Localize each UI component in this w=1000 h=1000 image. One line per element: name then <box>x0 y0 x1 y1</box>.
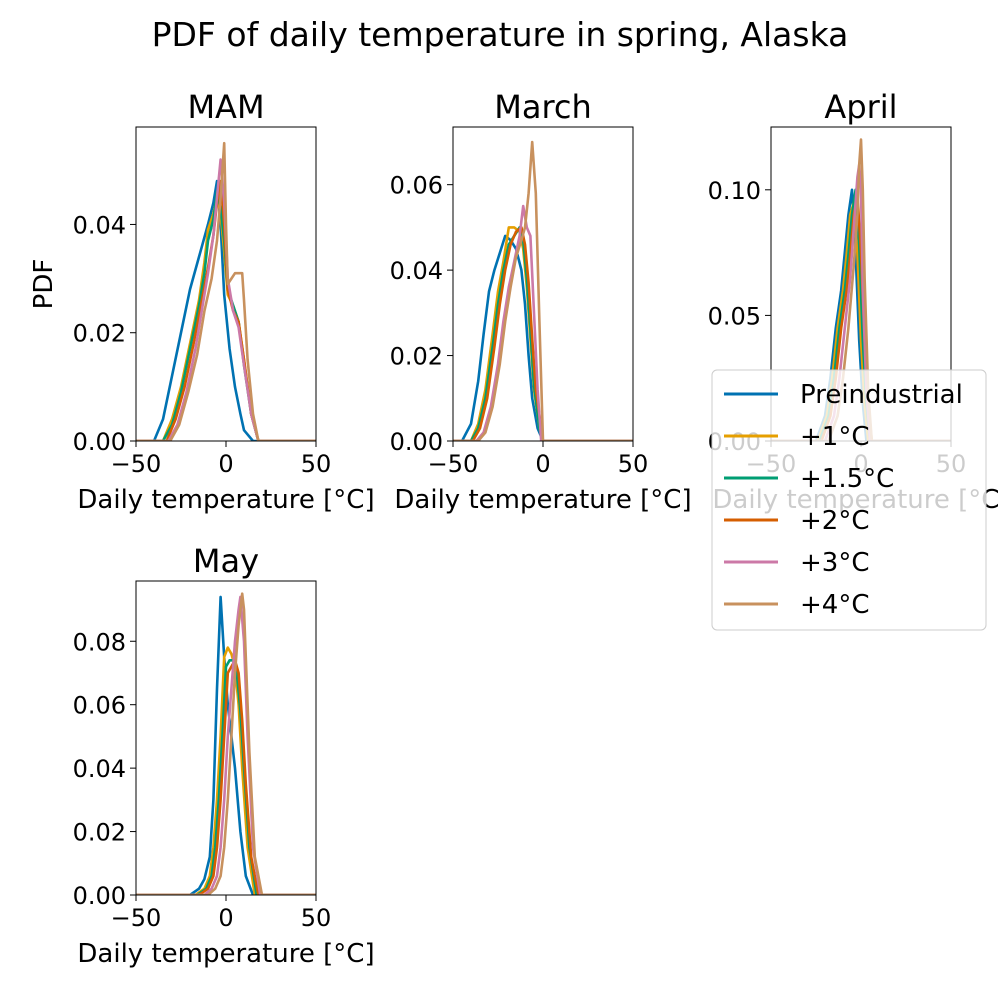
march-line-plus-3-c <box>453 204 633 441</box>
mam-line-preindustrial <box>136 179 316 441</box>
mam-line-plus-4-c <box>136 141 316 441</box>
mam-ytick-label: 0.04 <box>73 211 126 239</box>
may-line-plus-3-c <box>136 595 316 895</box>
march-ytick-label: 0.00 <box>390 428 443 456</box>
legend-label: +4°C <box>800 590 869 620</box>
march-ytick-label: 0.02 <box>390 343 443 371</box>
may-xtick-label: 50 <box>301 904 332 932</box>
mam-xtick-label: −50 <box>111 450 162 478</box>
may-axes-frame <box>135 580 317 896</box>
legend: Preindustrial +1°C +1.5°C +2°C +3°C +4°C <box>711 369 987 631</box>
may-xtick-label: 0 <box>218 904 233 932</box>
may-ytick-label: 0.06 <box>73 692 126 720</box>
legend-entry: +1.5°C <box>724 464 894 494</box>
panel-may: May −50 0 50 0.00 0.02 0.04 0.06 0.08 Daily tempe… <box>73 542 375 969</box>
mam-xtick-label: 0 <box>218 450 233 478</box>
may-ytick-label: 0.00 <box>73 882 126 910</box>
legend-entry: +2°C <box>724 506 869 536</box>
legend-label: +2°C <box>800 506 869 536</box>
may-line-plus-2-c <box>136 658 316 895</box>
may-series <box>136 592 316 895</box>
march-axes-frame <box>452 126 634 442</box>
march-xlabel: Daily temperature [°C] <box>394 485 691 515</box>
march-title: March <box>494 88 592 126</box>
legend-box <box>711 369 987 631</box>
may-line-plus-1-c <box>136 646 316 895</box>
mam-line-plus-3-c <box>136 158 316 441</box>
march-xtick-label: 0 <box>535 450 550 478</box>
march-line-plus-4-c <box>453 140 633 441</box>
mam-xlabel: Daily temperature [°C] <box>77 485 374 515</box>
march-xtick-label: −50 <box>428 450 479 478</box>
legend-label: +3°C <box>800 548 869 578</box>
may-line-preindustrial <box>136 595 316 895</box>
legend-entry: +1°C <box>724 422 869 452</box>
april-ytick-label: 0.10 <box>708 177 761 205</box>
legend-entry: Preindustrial <box>724 380 963 410</box>
mam-series <box>136 141 316 441</box>
may-ytick-label: 0.02 <box>73 819 126 847</box>
may-ytick-label: 0.04 <box>73 755 126 783</box>
mam-xtick-label: 50 <box>301 450 332 478</box>
legend-entry: +3°C <box>724 548 869 578</box>
mam-title: MAM <box>187 88 264 126</box>
march-xtick-label: 50 <box>618 450 649 478</box>
panels: MAM −50 0 50 0.00 0.02 0.04 Daily temperature [… <box>29 88 1000 969</box>
legend-label: +1°C <box>800 422 869 452</box>
panel-mam: MAM −50 0 50 0.00 0.02 0.04 Daily temperature [… <box>29 88 375 515</box>
legend-label: +1.5°C <box>800 464 894 494</box>
may-line-plus-4-c <box>136 592 316 895</box>
march-ytick-label: 0.04 <box>390 257 443 285</box>
figure-title: PDF of daily temperature in spring, Alas… <box>152 15 849 54</box>
may-title: May <box>193 542 259 580</box>
mam-ytick-label: 0.02 <box>73 320 126 348</box>
may-ytick-label: 0.08 <box>73 628 126 656</box>
may-xtick-label: −50 <box>111 904 162 932</box>
may-xlabel: Daily temperature [°C] <box>77 939 374 969</box>
mam-ylabel: PDF <box>29 259 59 310</box>
march-series <box>453 140 633 441</box>
april-title: April <box>824 88 897 126</box>
legend-entry: +4°C <box>724 590 869 620</box>
legend-label: Preindustrial <box>800 380 963 410</box>
march-ytick-label: 0.06 <box>390 172 443 200</box>
panel-march: March −50 0 50 0.00 0.02 0.04 0.06 Daily tempera… <box>390 88 692 515</box>
mam-ytick-label: 0.00 <box>73 428 126 456</box>
april-ytick-label: 0.05 <box>708 302 761 330</box>
